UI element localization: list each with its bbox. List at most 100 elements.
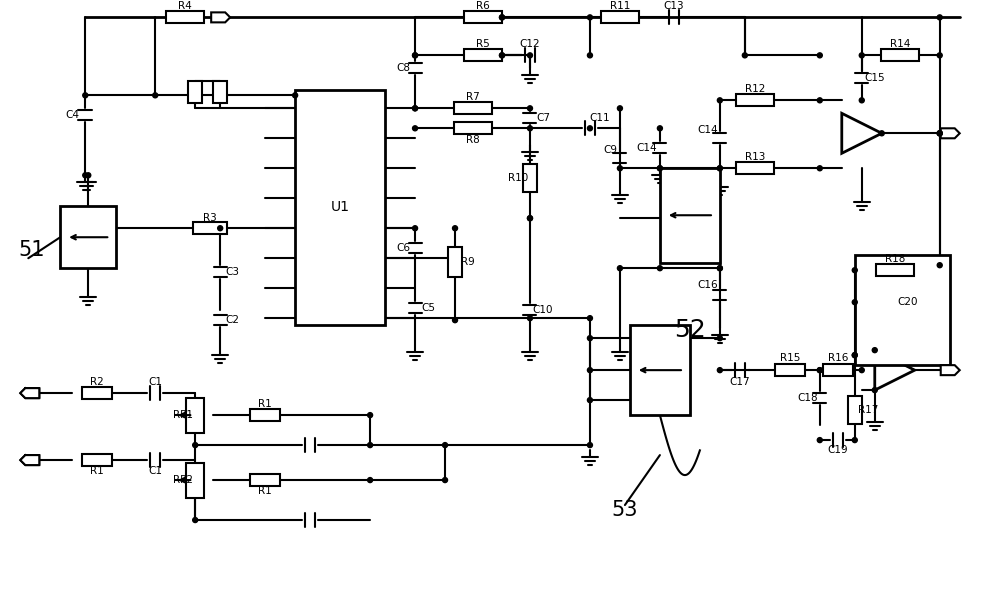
Circle shape	[617, 106, 622, 111]
Text: C19: C19	[827, 445, 848, 455]
Bar	[186, 398, 204, 432]
Text: C1: C1	[148, 377, 162, 387]
Circle shape	[717, 266, 722, 271]
Polygon shape	[941, 365, 960, 375]
Circle shape	[413, 53, 418, 58]
Circle shape	[717, 166, 722, 171]
Circle shape	[443, 443, 448, 447]
Bar	[630, 325, 690, 415]
Bar	[464, 11, 502, 23]
Circle shape	[527, 53, 532, 58]
Text: R14: R14	[890, 39, 910, 50]
Circle shape	[817, 368, 822, 373]
Text: C1: C1	[148, 466, 162, 476]
Bar	[82, 387, 112, 399]
Text: R12: R12	[745, 84, 765, 94]
Bar	[736, 162, 774, 174]
Bar	[454, 123, 492, 135]
Circle shape	[368, 478, 373, 483]
Polygon shape	[211, 13, 230, 22]
Bar	[213, 81, 227, 103]
Circle shape	[527, 106, 532, 111]
Circle shape	[83, 173, 88, 178]
Text: R8: R8	[466, 135, 480, 145]
Circle shape	[587, 15, 592, 20]
Text: C9: C9	[603, 145, 617, 155]
Circle shape	[742, 53, 747, 58]
Text: C6: C6	[396, 243, 410, 253]
Circle shape	[859, 98, 864, 103]
Text: C5: C5	[421, 303, 435, 313]
Bar	[250, 409, 280, 421]
Polygon shape	[20, 388, 39, 398]
Circle shape	[937, 131, 942, 136]
Bar	[250, 474, 280, 486]
Circle shape	[413, 53, 418, 58]
Circle shape	[413, 126, 418, 131]
Bar	[848, 396, 862, 424]
Bar	[855, 255, 950, 365]
Circle shape	[617, 266, 622, 271]
Text: R4: R4	[178, 1, 192, 11]
Circle shape	[717, 335, 722, 341]
Text: C2: C2	[225, 315, 239, 325]
Text: R2: R2	[90, 377, 104, 387]
Circle shape	[859, 53, 864, 58]
Circle shape	[527, 316, 532, 321]
Bar	[881, 50, 919, 62]
Text: R16: R16	[828, 353, 848, 363]
Text: C3: C3	[225, 267, 239, 277]
Text: C13: C13	[664, 1, 684, 11]
Circle shape	[453, 318, 458, 323]
Text: C16: C16	[698, 280, 718, 290]
Circle shape	[368, 443, 373, 447]
Bar	[823, 364, 853, 376]
Bar	[60, 206, 116, 269]
Text: R11: R11	[610, 1, 630, 11]
Circle shape	[587, 316, 592, 321]
Circle shape	[817, 98, 822, 103]
Circle shape	[717, 266, 722, 271]
Text: R6: R6	[476, 1, 490, 11]
Circle shape	[872, 347, 877, 353]
Text: U1: U1	[331, 200, 350, 214]
Circle shape	[293, 93, 298, 98]
Text: R15: R15	[780, 353, 800, 363]
Text: C14: C14	[637, 144, 657, 153]
Circle shape	[443, 478, 448, 483]
Bar	[454, 102, 492, 114]
Bar	[448, 247, 462, 277]
Text: R17: R17	[858, 405, 878, 415]
Bar	[736, 94, 774, 106]
Bar	[660, 168, 720, 263]
Bar	[166, 11, 204, 23]
Circle shape	[500, 53, 504, 58]
Text: R9: R9	[461, 257, 475, 267]
Circle shape	[86, 173, 91, 178]
Circle shape	[852, 300, 857, 305]
Circle shape	[852, 353, 857, 358]
Circle shape	[817, 166, 822, 171]
Text: R1: R1	[90, 466, 104, 476]
Text: 53: 53	[612, 500, 638, 520]
Circle shape	[937, 131, 942, 136]
Circle shape	[587, 335, 592, 341]
Circle shape	[527, 126, 532, 131]
Circle shape	[153, 93, 158, 98]
Text: R1: R1	[258, 399, 272, 409]
Circle shape	[657, 126, 662, 131]
Circle shape	[413, 225, 418, 231]
Circle shape	[879, 131, 884, 136]
Circle shape	[859, 368, 864, 373]
Circle shape	[193, 443, 198, 447]
Text: C20: C20	[897, 297, 918, 307]
Text: C7: C7	[536, 113, 550, 123]
Text: C8: C8	[396, 63, 410, 74]
Bar	[186, 463, 204, 498]
Circle shape	[193, 517, 198, 523]
Circle shape	[852, 438, 857, 443]
Bar	[523, 164, 537, 193]
Text: R10: R10	[508, 173, 528, 183]
Text: R7: R7	[466, 92, 480, 102]
Circle shape	[937, 263, 942, 268]
